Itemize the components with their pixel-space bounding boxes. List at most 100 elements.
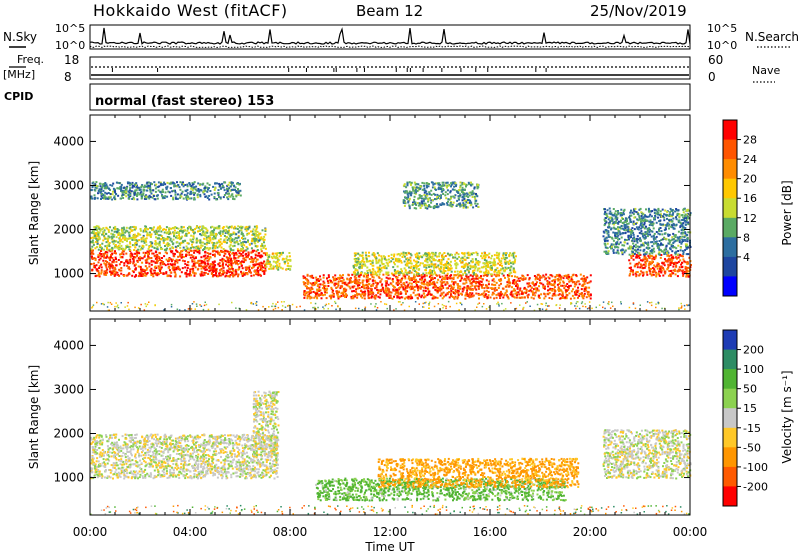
heatmap-cell	[439, 194, 442, 197]
heatmap-cell	[197, 230, 199, 233]
heatmap-cell	[214, 264, 217, 267]
heatmap-cell	[431, 273, 434, 276]
heatmap-cell	[456, 289, 459, 292]
heatmap-cell	[121, 230, 124, 233]
heatmap-cell	[207, 273, 210, 275]
heatmap-cell	[449, 260, 452, 263]
heatmap-cell	[129, 194, 132, 196]
heatmap-cell	[321, 287, 324, 290]
heatmap-cell	[423, 202, 426, 205]
heatmap-cell	[113, 230, 116, 233]
heatmap-cell	[500, 268, 503, 271]
heatmap-cell	[213, 260, 216, 263]
heatmap-cell	[398, 282, 401, 285]
heatmap-cell	[134, 226, 137, 229]
heatmap-cell	[191, 182, 194, 185]
heatmap-cell	[410, 181, 413, 184]
heatmap-cell	[107, 231, 110, 233]
heatmap-cell	[488, 260, 491, 263]
heatmap-cell	[204, 250, 207, 253]
heatmap-cell	[232, 275, 235, 278]
heatmap-cell	[104, 185, 107, 188]
heatmap-cell	[449, 287, 452, 290]
heatmap-cell	[434, 259, 437, 262]
heatmap-cell	[427, 293, 430, 296]
heatmap-cell	[446, 265, 449, 268]
heatmap-cell	[537, 273, 540, 276]
heatmap-cell	[530, 296, 533, 299]
heatmap-cell	[260, 267, 262, 270]
heatmap-cell	[400, 296, 403, 299]
heatmap-cell	[415, 267, 418, 270]
heatmap-cell	[108, 197, 111, 200]
heatmap-cell	[531, 290, 534, 293]
heatmap-cell	[404, 292, 407, 295]
heatmap-cell	[129, 182, 131, 185]
heatmap-cell	[209, 247, 211, 250]
heatmap-cell	[136, 240, 139, 243]
heatmap-cell	[551, 297, 553, 300]
heatmap-cell	[500, 293, 503, 296]
heatmap-cell	[213, 197, 216, 200]
heatmap-cell	[136, 234, 139, 237]
heatmap-cell	[468, 191, 471, 194]
heatmap-cell	[449, 292, 452, 295]
heatmap-cell	[416, 202, 419, 205]
heatmap-cell	[157, 189, 160, 192]
heatmap-cell	[167, 231, 169, 234]
heatmap-cell	[206, 186, 209, 189]
heatmap-cell	[204, 246, 206, 249]
heatmap-cell	[189, 183, 191, 186]
heatmap-cell	[185, 254, 188, 257]
heatmap-cell	[120, 244, 123, 247]
heatmap-cell	[446, 252, 449, 255]
heatmap-cell	[632, 271, 634, 274]
heatmap-cell	[534, 278, 537, 281]
heatmap-cell	[221, 263, 224, 266]
heatmap-cell	[200, 241, 203, 244]
heatmap-cell	[404, 202, 407, 205]
heatmap-cell	[452, 195, 455, 198]
heatmap-cell	[416, 257, 419, 260]
heatmap-cell	[426, 281, 429, 284]
heatmap-cell	[225, 272, 228, 275]
heatmap-cell	[227, 233, 230, 236]
heatmap-cell	[357, 271, 359, 274]
heatmap-cell	[422, 254, 425, 257]
heatmap-cell	[491, 279, 494, 282]
heatmap-cell	[227, 198, 230, 201]
heatmap-cell	[100, 272, 103, 275]
heatmap-cell	[366, 272, 369, 274]
heatmap-cell	[204, 195, 207, 198]
heatmap-cell	[170, 251, 173, 254]
heatmap-cell	[583, 278, 586, 281]
heatmap-cell	[168, 233, 170, 235]
heatmap-cell	[375, 262, 378, 265]
heatmap-cell	[207, 239, 210, 242]
heatmap-cell	[315, 280, 318, 283]
heatmap-cell	[203, 237, 206, 240]
heatmap-cell	[145, 198, 148, 200]
heatmap-cell	[126, 264, 129, 267]
heatmap-cell	[465, 275, 468, 277]
heatmap-cell	[456, 263, 459, 266]
heatmap-cell	[497, 262, 500, 265]
heatmap-cell	[502, 287, 505, 290]
heatmap-cell	[504, 262, 507, 265]
heatmap-cell	[461, 265, 464, 268]
heatmap-cell	[272, 260, 275, 263]
heatmap-cell	[231, 239, 234, 242]
heatmap-cell	[400, 279, 403, 282]
heatmap-cell	[487, 272, 490, 275]
heatmap-cell	[238, 255, 241, 258]
heatmap-cell	[98, 226, 101, 229]
heatmap-cell	[587, 291, 590, 294]
heatmap-cell	[145, 195, 148, 198]
heatmap-cell	[468, 262, 471, 265]
heatmap-cell	[210, 267, 213, 270]
heatmap-cell	[240, 231, 243, 234]
heatmap-cell	[343, 294, 345, 297]
heatmap-cell	[434, 263, 437, 266]
heatmap-cell	[202, 249, 204, 252]
heatmap-cell	[418, 256, 421, 259]
